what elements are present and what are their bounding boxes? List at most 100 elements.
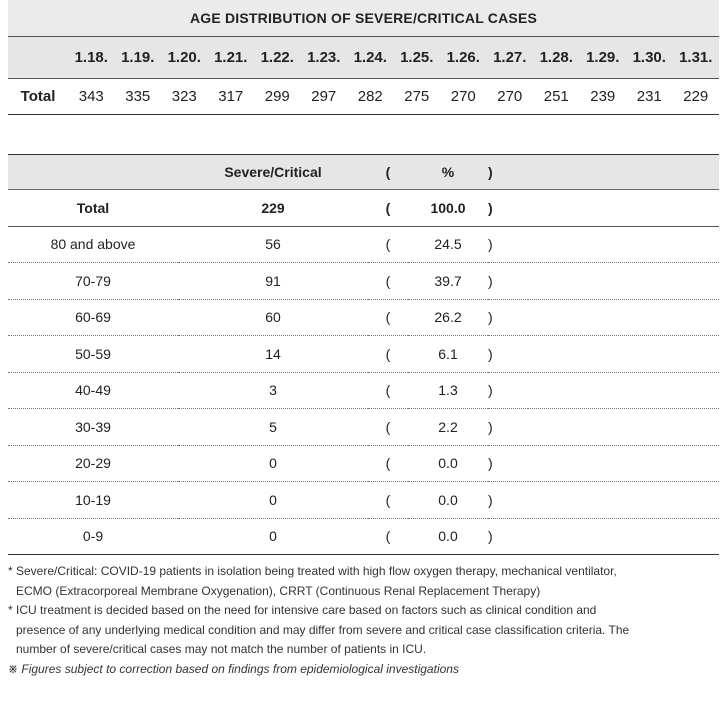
- daily-value: 297: [300, 78, 347, 115]
- open-paren-header: (: [368, 154, 408, 190]
- footnote-line: number of severe/critical cases may not …: [16, 642, 427, 656]
- footnote-line: presence of any underlying medical condi…: [16, 622, 630, 637]
- age-group-row: 10-19 0(0.0): [8, 481, 719, 519]
- open-paren-cell: (: [368, 299, 408, 336]
- date-header: 1.20.: [161, 36, 208, 79]
- daily-value: 335: [114, 78, 161, 115]
- close-paren-cell: ): [488, 481, 528, 519]
- age-group-cell: 0-9: [8, 518, 178, 555]
- percent-cell: 39.7: [408, 262, 488, 300]
- age-group-header: [8, 154, 178, 190]
- spacer-cell: [528, 335, 719, 373]
- date-header: 1.26.: [440, 36, 487, 79]
- percent-header: %: [408, 154, 488, 190]
- spacer-header: [528, 154, 719, 190]
- close-paren-cell: ): [488, 299, 528, 336]
- date-header: 1.30.: [626, 36, 673, 79]
- spacer-cell: [528, 299, 719, 336]
- date-header: 1.18.: [68, 36, 115, 79]
- open-paren-cell: (: [368, 335, 408, 373]
- count-cell: 0: [178, 518, 368, 555]
- footnotes: * Severe/Critical: COVID-19 patients in …: [8, 562, 719, 679]
- close-paren-cell: ): [488, 226, 528, 263]
- age-group-cell: 60-69: [8, 299, 178, 336]
- age-group-row: 30-39 5(2.2): [8, 408, 719, 446]
- age-group-cell: 70-79: [8, 262, 178, 300]
- daily-value: 251: [533, 78, 580, 115]
- total-row: Total 229(100.0): [8, 189, 719, 227]
- open-paren-cell: (: [368, 372, 408, 409]
- count-cell: 5: [178, 408, 368, 446]
- close-paren-cell: ): [488, 445, 528, 482]
- daily-value: 231: [626, 78, 673, 115]
- corner-cell: [8, 36, 68, 79]
- daily-value: 270: [486, 78, 533, 115]
- spacer-cell: [528, 445, 719, 482]
- count-header: Severe/Critical: [178, 154, 368, 190]
- percent-cell: 6.1: [408, 335, 488, 373]
- open-paren-cell: (: [368, 408, 408, 446]
- daily-value: 299: [254, 78, 301, 115]
- open-paren-cell: (: [368, 189, 408, 227]
- age-group-row: 0-9 0(0.0): [8, 518, 719, 555]
- daily-value: 270: [440, 78, 487, 115]
- daily-value: 229: [672, 78, 719, 115]
- age-group-row: 70-79 91(39.7): [8, 262, 719, 300]
- close-paren-cell: ): [488, 262, 528, 300]
- spacer-cell: [528, 262, 719, 300]
- spacer-cell: [528, 481, 719, 519]
- date-header: 1.23.: [300, 36, 347, 79]
- date-header: 1.21.: [207, 36, 254, 79]
- count-cell: 3: [178, 372, 368, 409]
- daily-value: 275: [393, 78, 440, 115]
- footnote-line: ECMO (Extracorporeal Membrane Oxygenatio…: [16, 583, 541, 598]
- count-cell: 0: [178, 445, 368, 482]
- count-cell: 0: [178, 481, 368, 519]
- age-group-row: 60-69 60(26.2): [8, 299, 719, 336]
- open-paren-cell: (: [368, 445, 408, 482]
- age-group-cell: 50-59: [8, 335, 178, 373]
- footnote-line: * Severe/Critical: COVID-19 patients in …: [8, 564, 617, 578]
- count-cell: 60: [178, 299, 368, 336]
- close-paren-cell: ): [488, 189, 528, 227]
- age-group-row: 50-59 14(6.1): [8, 335, 719, 373]
- percent-cell: 0.0: [408, 445, 488, 482]
- footnote-line: ※ Figures subject to correction based on…: [8, 661, 459, 676]
- percent-cell: 26.2: [408, 299, 488, 336]
- daily-value: 343: [68, 78, 115, 115]
- spacer-cell: [528, 372, 719, 409]
- percent-cell: 1.3: [408, 372, 488, 409]
- spacer-cell: [528, 189, 719, 227]
- date-header: 1.28.: [533, 36, 580, 79]
- close-paren-cell: ): [488, 335, 528, 373]
- table-title: AGE DISTRIBUTION OF SEVERE/CRITICAL CASE…: [8, 0, 719, 36]
- age-group-cell: 40-49: [8, 372, 178, 409]
- open-paren-cell: (: [368, 262, 408, 300]
- date-header: 1.24.: [347, 36, 394, 79]
- date-header: 1.22.: [254, 36, 301, 79]
- date-header: 1.31.: [672, 36, 719, 79]
- daily-total-row: Total 343 335 323 317 299 297 282 275 27…: [8, 78, 719, 115]
- close-paren-cell: ): [488, 518, 528, 555]
- daily-value: 239: [579, 78, 626, 115]
- percent-cell: 2.2: [408, 408, 488, 446]
- age-group-cell: 20-29: [8, 445, 178, 482]
- open-paren-cell: (: [368, 518, 408, 555]
- open-paren-cell: (: [368, 481, 408, 519]
- close-paren-header: ): [488, 154, 528, 190]
- daily-value: 323: [161, 78, 208, 115]
- count-cell: 229: [178, 189, 368, 227]
- spacer-cell: [528, 518, 719, 555]
- date-header-row: 1.18. 1.19. 1.20. 1.21. 1.22. 1.23. 1.24…: [8, 36, 719, 79]
- age-group-cell: 30-39: [8, 408, 178, 446]
- spacer-cell: [528, 226, 719, 263]
- count-cell: 14: [178, 335, 368, 373]
- age-group-row: 40-49 3(1.3): [8, 372, 719, 409]
- daily-totals-table: 1.18. 1.19. 1.20. 1.21. 1.22. 1.23. 1.24…: [8, 36, 719, 115]
- count-cell: 91: [178, 262, 368, 300]
- age-header-row: Severe/Critical ( % ): [8, 154, 719, 190]
- age-group-cell: 10-19: [8, 481, 178, 519]
- daily-value: 317: [207, 78, 254, 115]
- date-header: 1.25.: [393, 36, 440, 79]
- close-paren-cell: ): [488, 408, 528, 446]
